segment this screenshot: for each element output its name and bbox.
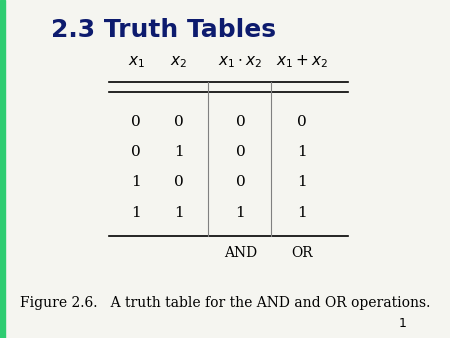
Text: 0: 0 (174, 115, 184, 129)
Text: 0: 0 (174, 175, 184, 189)
Text: $x_1 + x_2$: $x_1 + x_2$ (276, 53, 328, 70)
Text: 0: 0 (235, 115, 245, 129)
Text: OR: OR (291, 246, 313, 260)
Text: 1: 1 (131, 175, 141, 189)
Text: Figure 2.6.   A truth table for the AND and OR operations.: Figure 2.6. A truth table for the AND an… (20, 296, 430, 310)
Text: $x_1$: $x_1$ (128, 54, 145, 70)
Text: AND: AND (224, 246, 257, 260)
Text: 1: 1 (174, 206, 184, 220)
Text: 0: 0 (235, 145, 245, 159)
Text: 1: 1 (235, 206, 245, 220)
Text: 0: 0 (131, 115, 141, 129)
Text: 1: 1 (398, 317, 406, 330)
Text: 2.3 Truth Tables: 2.3 Truth Tables (51, 18, 276, 42)
Text: 1: 1 (131, 206, 141, 220)
Text: 0: 0 (235, 175, 245, 189)
Text: 1: 1 (297, 145, 307, 159)
Text: 1: 1 (297, 175, 307, 189)
Text: 1: 1 (174, 145, 184, 159)
Text: $x_1 \cdot x_2$: $x_1 \cdot x_2$ (218, 54, 262, 70)
Text: 0: 0 (297, 115, 307, 129)
Text: 1: 1 (297, 206, 307, 220)
Text: 0: 0 (131, 145, 141, 159)
Text: $x_2$: $x_2$ (170, 54, 187, 70)
